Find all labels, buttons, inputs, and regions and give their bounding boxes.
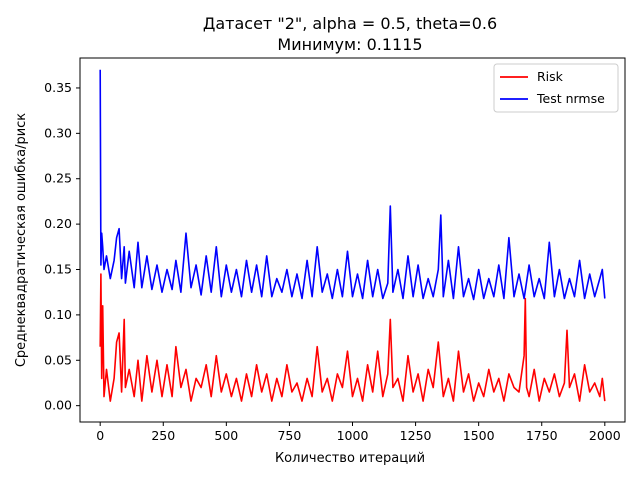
x-tick-label: 1250 — [400, 428, 432, 443]
y-tick-label: 0.05 — [44, 352, 72, 367]
y-tick-label: 0.15 — [44, 262, 72, 277]
legend: Risk Test nrmse — [493, 63, 619, 113]
legend-risk-label: Risk — [537, 69, 564, 84]
legend-nrmse-label: Test nrmse — [536, 91, 605, 106]
y-tick-label: 0.10 — [44, 307, 72, 322]
y-axis-label: Среднеквадратическая ошибка/риск — [14, 113, 29, 367]
x-axis-label: Количество итераций — [275, 451, 425, 466]
y-tick-label: 0.35 — [44, 80, 72, 95]
y-tick-label: 0.20 — [44, 216, 72, 231]
x-tick-label: 750 — [277, 428, 301, 443]
legend-box — [493, 63, 619, 113]
x-axis: 0 250 500 750 1000 1250 1500 1750 2000 — [96, 422, 621, 443]
chart-subtitle: Минимум: 0.1115 — [277, 35, 422, 54]
y-tick-label: 0.30 — [44, 125, 72, 140]
series-layer — [99, 69, 606, 402]
x-tick-label: 1500 — [463, 428, 495, 443]
x-tick-label: 1000 — [337, 428, 369, 443]
series-line-risk — [99, 273, 606, 402]
x-tick-label: 2000 — [589, 428, 621, 443]
series-line-test-nrmse — [99, 69, 606, 301]
y-axis: 0.00 0.05 0.10 0.15 0.20 0.25 0.30 0.35 — [44, 80, 80, 413]
x-tick-label: 250 — [151, 428, 175, 443]
x-tick-label: 500 — [214, 428, 238, 443]
chart-title: Датасет "2", alpha = 0.5, theta=0.6 — [203, 14, 497, 33]
y-tick-label: 0.25 — [44, 171, 72, 186]
y-tick-label: 0.00 — [44, 398, 72, 413]
x-tick-label: 0 — [96, 428, 104, 443]
x-tick-label: 1750 — [526, 428, 558, 443]
